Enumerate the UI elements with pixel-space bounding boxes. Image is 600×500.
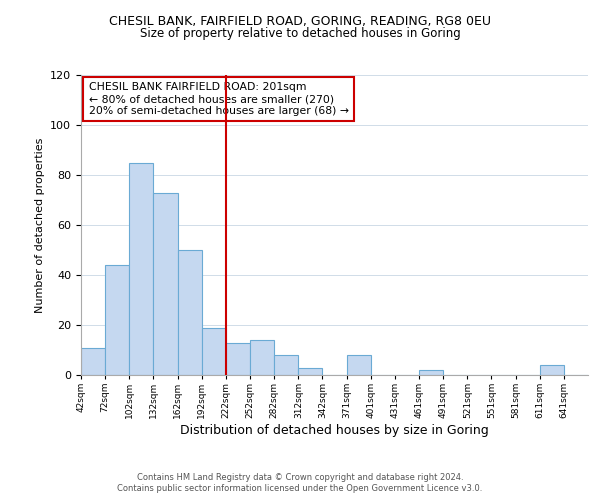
Text: Contains HM Land Registry data © Crown copyright and database right 2024.: Contains HM Land Registry data © Crown c… <box>137 472 463 482</box>
Text: Size of property relative to detached houses in Goring: Size of property relative to detached ho… <box>140 28 460 40</box>
Bar <box>540 365 564 375</box>
Y-axis label: Number of detached properties: Number of detached properties <box>35 138 44 312</box>
Bar <box>347 355 371 375</box>
X-axis label: Distribution of detached houses by size in Goring: Distribution of detached houses by size … <box>180 424 489 437</box>
Bar <box>419 370 443 375</box>
Text: CHESIL BANK, FAIRFIELD ROAD, GORING, READING, RG8 0EU: CHESIL BANK, FAIRFIELD ROAD, GORING, REA… <box>109 15 491 28</box>
Bar <box>298 368 322 375</box>
Text: CHESIL BANK FAIRFIELD ROAD: 201sqm
← 80% of detached houses are smaller (270)
20: CHESIL BANK FAIRFIELD ROAD: 201sqm ← 80%… <box>89 82 349 116</box>
Bar <box>250 340 274 375</box>
Bar <box>178 250 202 375</box>
Bar <box>154 192 178 375</box>
Text: Contains public sector information licensed under the Open Government Licence v3: Contains public sector information licen… <box>118 484 482 493</box>
Bar <box>226 342 250 375</box>
Bar <box>274 355 298 375</box>
Bar <box>129 162 154 375</box>
Bar <box>202 328 226 375</box>
Bar <box>105 265 129 375</box>
Bar <box>81 348 105 375</box>
